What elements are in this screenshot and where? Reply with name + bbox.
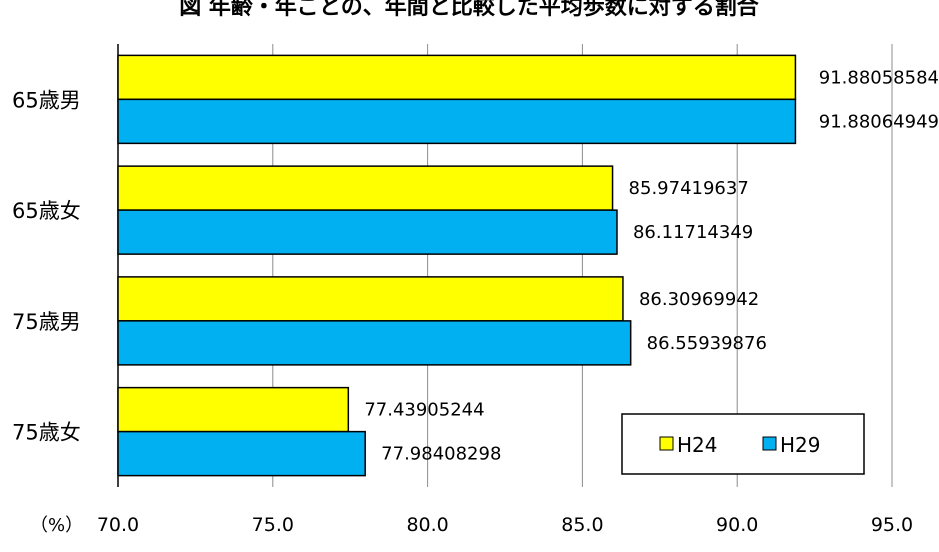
legend-label: H29 (780, 433, 821, 457)
category-label: 65歳女 (12, 199, 81, 223)
category-labels: 65歳男 65歳女 75歳男 75歳女 (12, 88, 81, 444)
category-label: 65歳男 (12, 88, 81, 112)
bar-h29 (117, 209, 618, 255)
x-unit-label: （%） (30, 515, 83, 536)
x-tick-label: 95.0 (871, 514, 913, 536)
data-label: 86.30969942 (639, 289, 759, 310)
chart-title: 図 年齢・年ごとの、年間と比較した平均歩数に対する割合 (179, 0, 759, 20)
data-label: 86.11714349 (633, 222, 753, 243)
data-label: 85.97419637 (629, 178, 749, 199)
data-label: 91.88064949 (819, 111, 939, 132)
data-label: 91.88058584 (819, 67, 939, 88)
data-labels: 91.88058584 91.88064949 85.97419637 86.1171… (364, 67, 939, 464)
bar-h29 (117, 98, 797, 145)
data-label: 77.98408298 (381, 444, 501, 465)
legend-label: H24 (677, 433, 718, 457)
data-label: 77.43905244 (364, 400, 484, 421)
x-tick-label: 85.0 (561, 514, 603, 536)
x-tick-label: 75.0 (252, 514, 294, 536)
bar-h29 (117, 320, 632, 366)
legend-swatch (659, 436, 674, 451)
bar-h24 (117, 165, 614, 211)
legend: H24 H29 (621, 413, 865, 475)
bar-h24 (117, 386, 350, 433)
category-label: 75歳女 (12, 421, 81, 445)
bar-h24 (117, 54, 797, 101)
x-tick-label: 80.0 (406, 514, 448, 536)
legend-swatch (762, 436, 777, 451)
legend-box (621, 413, 865, 475)
bars (117, 54, 797, 477)
bar-h29 (117, 430, 366, 477)
x-tick-labels: 70.0 75.0 80.0 85.0 90.0 95.0 (97, 514, 913, 536)
x-tick-label: 70.0 (97, 514, 139, 536)
category-label: 75歳男 (12, 310, 81, 334)
data-label: 86.55939876 (647, 333, 767, 354)
bar-h24 (117, 276, 624, 322)
x-tick-label: 90.0 (716, 514, 758, 536)
